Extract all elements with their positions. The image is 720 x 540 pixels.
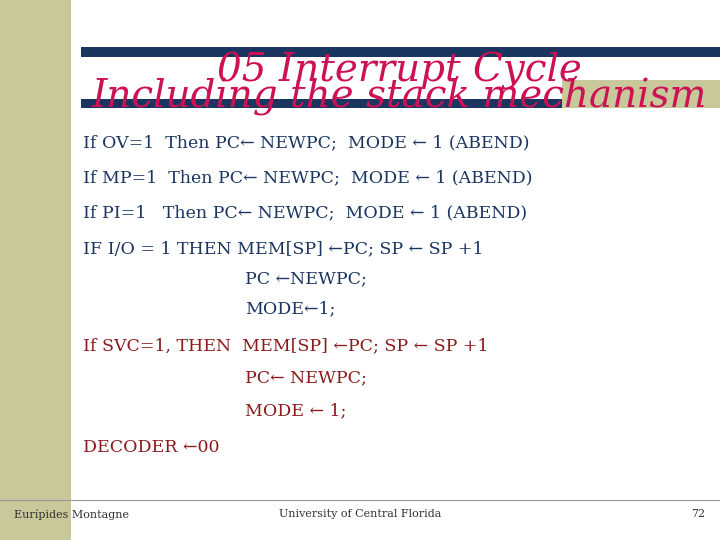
- Text: DECODER ←00: DECODER ←00: [83, 438, 220, 456]
- Text: If SVC=1, THEN  MEM[SP] ←PC; SP ← SP +1: If SVC=1, THEN MEM[SP] ←PC; SP ← SP +1: [83, 337, 488, 354]
- Text: Eurípides Montagne: Eurípides Montagne: [14, 509, 130, 519]
- Text: University of Central Florida: University of Central Florida: [279, 509, 441, 519]
- Text: If MP=1  Then PC← NEWPC;  MODE ← 1 (ABEND): If MP=1 Then PC← NEWPC; MODE ← 1 (ABEND): [83, 170, 532, 187]
- Text: PC← NEWPC;: PC← NEWPC;: [245, 369, 366, 387]
- Text: MODE←1;: MODE←1;: [245, 300, 336, 318]
- Bar: [81, 47, 720, 57]
- Bar: [81, 99, 720, 108]
- Text: PC ←NEWPC;: PC ←NEWPC;: [245, 271, 366, 288]
- Bar: [0, 0, 71, 540]
- Bar: [562, 80, 720, 108]
- Text: IF I/O = 1 THEN MEM[SP] ←PC; SP ← SP +1: IF I/O = 1 THEN MEM[SP] ←PC; SP ← SP +1: [83, 240, 483, 257]
- Text: If PI=1   Then PC← NEWPC;  MODE ← 1 (ABEND): If PI=1 Then PC← NEWPC; MODE ← 1 (ABEND): [83, 205, 527, 222]
- Text: 72: 72: [691, 509, 706, 519]
- Text: Including the stack mechanism: Including the stack mechanism: [92, 78, 707, 116]
- Text: MODE ← 1;: MODE ← 1;: [245, 402, 346, 419]
- Text: 05 Interrupt Cycle: 05 Interrupt Cycle: [217, 52, 582, 90]
- Text: If OV=1  Then PC← NEWPC;  MODE ← 1 (ABEND): If OV=1 Then PC← NEWPC; MODE ← 1 (ABEND): [83, 134, 529, 152]
